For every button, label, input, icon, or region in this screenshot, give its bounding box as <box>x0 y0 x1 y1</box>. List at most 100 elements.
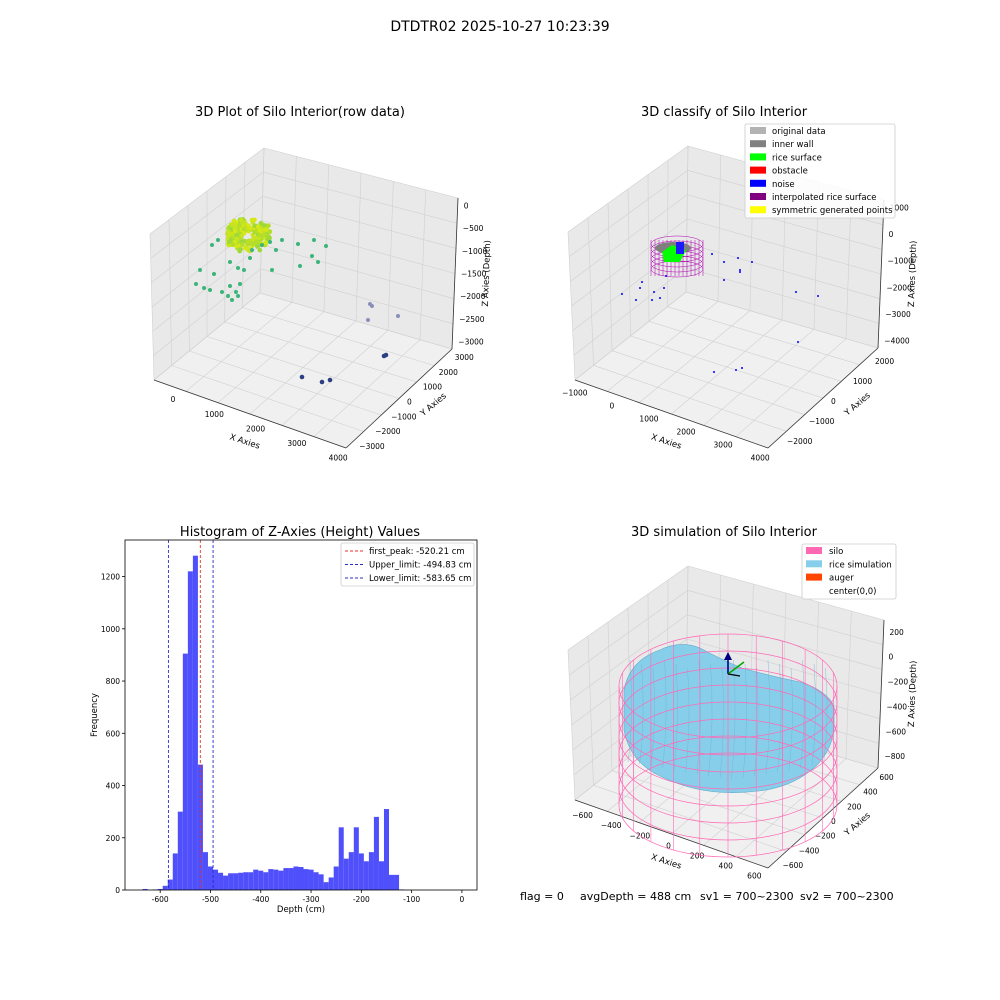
histogram-bar <box>162 885 168 890</box>
y-tick-label: 0 <box>831 817 836 826</box>
z-axis-line <box>877 199 885 349</box>
scatter-point <box>228 284 232 288</box>
scatter-point <box>194 282 198 286</box>
legend-label: inner wall <box>772 140 813 150</box>
y-tick-label: 1200 <box>101 573 120 582</box>
y-tick-label: 0 <box>407 398 412 407</box>
x-tick-label: -300 <box>303 895 320 904</box>
y-tick-label: 3000 <box>455 353 474 362</box>
legend-label: noise <box>772 180 795 190</box>
panel2-scatter-points <box>621 235 819 373</box>
histogram-bar <box>273 869 279 890</box>
rice-mesh-line <box>765 659 770 775</box>
histogram-bar <box>182 653 188 890</box>
x-tick-label: −1000 <box>562 388 588 397</box>
y-axis-label: Y Axies <box>842 810 873 838</box>
y-tick-label: −2000 <box>375 427 401 436</box>
histogram-bar <box>378 861 384 890</box>
scatter-point <box>252 217 257 223</box>
scatter-point <box>319 379 325 385</box>
legend-frame <box>744 123 896 219</box>
x-tick-label: -400 <box>252 895 269 904</box>
scatter-point <box>316 260 320 264</box>
histogram-bar <box>187 571 193 890</box>
z-tick-label: 0 <box>464 202 469 211</box>
legend-swatch <box>750 127 766 134</box>
rice-mesh-line <box>719 667 724 779</box>
x-tick-label: 4000 <box>329 454 348 463</box>
scatter-point <box>245 241 250 247</box>
y-axis-label: Y Axies <box>418 391 449 419</box>
legend-label: silo <box>829 547 843 557</box>
scatter-point <box>226 229 231 234</box>
scatter-point <box>312 238 316 242</box>
z-tick-label: −2500 <box>459 315 485 324</box>
footer-sv1: sv1 = 700~2300 <box>700 890 794 903</box>
scatter-point <box>202 286 206 290</box>
z-tick-label: 0 <box>889 230 894 239</box>
scatter-point <box>266 223 271 228</box>
z-tick-label: −3000 <box>458 337 484 346</box>
footer-status: flag = 0 avgDepth = 488 cm sv1 = 700~230… <box>520 890 894 903</box>
rice-mesh-line <box>662 659 667 769</box>
histogram-bar <box>363 861 369 890</box>
y-tick-label: 200 <box>847 802 862 811</box>
z-tick-label: −800 <box>884 752 905 761</box>
panel4-title: 3D simulation of Silo Interior <box>631 525 818 540</box>
gridline <box>259 147 265 294</box>
gridline <box>259 292 453 350</box>
x-tick-label: 2000 <box>246 424 265 433</box>
histogram-bar <box>389 874 395 890</box>
histogram-bar <box>248 872 254 890</box>
legend-label: obstacle <box>772 167 808 177</box>
legend-swatch <box>806 547 822 554</box>
center-arrow-y <box>727 661 745 675</box>
scatter-point <box>267 235 272 241</box>
z-tick-label: 0 <box>889 653 894 662</box>
legend-swatch <box>806 560 822 568</box>
histogram-bar <box>172 853 178 890</box>
legend-label: interpolated rice surface <box>772 193 877 203</box>
z-axis-label: Z Axies (Depth) <box>481 240 493 307</box>
noise-point <box>639 287 641 289</box>
histogram-bar <box>142 888 148 890</box>
legend-swatch <box>750 193 766 200</box>
x-tick-label: 600 <box>747 872 762 881</box>
noise-point <box>797 341 799 343</box>
z-tick-label: −4000 <box>884 337 910 346</box>
x-axis-line <box>153 379 347 449</box>
histogram-bar <box>348 852 354 890</box>
panel-simulation: 3D simulation of Silo Interior −600−400−… <box>567 525 919 881</box>
histogram-bar <box>318 874 324 890</box>
legend-label: auger <box>829 574 854 584</box>
x-tick-label: −600 <box>572 811 593 820</box>
histogram-bar <box>298 867 304 890</box>
scatter-point <box>226 294 230 298</box>
noise-point <box>635 299 637 301</box>
y-axis-label: Y Axies <box>842 390 873 418</box>
rice-mesh-line <box>685 667 690 773</box>
x-tick-label: 1000 <box>205 410 224 419</box>
noise-point <box>653 291 655 293</box>
legend-frame <box>340 542 475 587</box>
scatter-point <box>242 221 248 226</box>
footer-sv2: sv2 = 700~2300 <box>800 890 894 903</box>
noise-point <box>641 281 643 283</box>
y-tick-label: 1000 <box>423 383 442 392</box>
scatter-point <box>210 243 214 247</box>
noise-point <box>651 299 653 301</box>
scatter-point <box>228 237 234 243</box>
y-axis-line <box>345 348 453 449</box>
histogram-bar <box>243 872 249 890</box>
scatter-point <box>249 240 254 246</box>
legend-swatch <box>750 179 766 187</box>
scatter-point <box>236 266 240 270</box>
gridline <box>687 590 884 645</box>
scatter-point <box>296 242 300 246</box>
rice-mesh-line <box>639 663 644 765</box>
z-tick-label: −500 <box>463 224 484 233</box>
gridline <box>567 145 689 233</box>
y-tick-label: 0 <box>115 886 120 895</box>
x-axis-label: X Axies <box>650 852 683 871</box>
y-tick-label: 1000 <box>853 377 872 386</box>
